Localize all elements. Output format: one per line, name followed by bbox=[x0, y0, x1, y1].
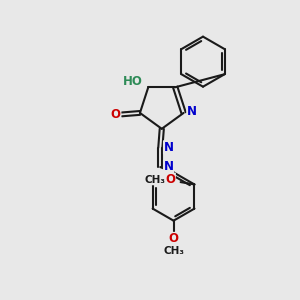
Text: O: O bbox=[165, 173, 175, 186]
Text: O: O bbox=[111, 108, 121, 121]
Text: CH₃: CH₃ bbox=[163, 246, 184, 256]
Text: O: O bbox=[169, 232, 178, 245]
Text: HO: HO bbox=[123, 76, 143, 88]
Text: N: N bbox=[164, 141, 174, 154]
Text: N: N bbox=[187, 105, 197, 118]
Text: N: N bbox=[164, 160, 174, 173]
Text: CH₃: CH₃ bbox=[145, 175, 166, 185]
